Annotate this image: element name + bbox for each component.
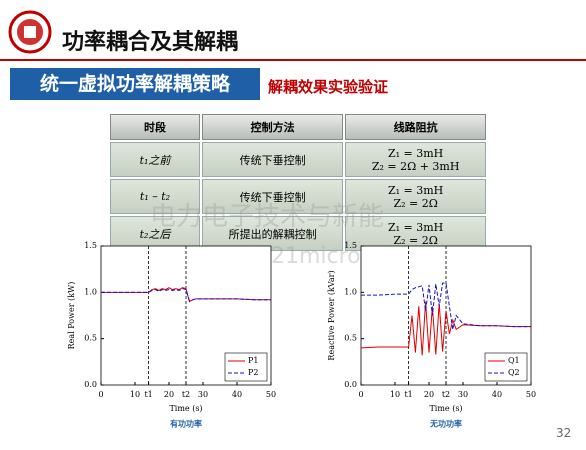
x-axis-label: Time (s): [429, 404, 462, 413]
x-tick-label: 30: [458, 390, 468, 399]
caption: 无功功率: [429, 419, 462, 429]
cell-line: Z₂ = 2Ω + 3mH: [371, 159, 460, 173]
legend-box: [224, 352, 268, 382]
cell: t₁之前: [110, 142, 200, 177]
y-tick-label: 0.0: [84, 380, 97, 389]
y-tick-label: 0.5: [344, 334, 357, 343]
x-tick-label: 0: [98, 390, 103, 399]
x-tick-label: 10: [390, 390, 400, 399]
legend-label: Q2: [508, 368, 520, 377]
legend-label: Q1: [508, 356, 520, 365]
cell-line: Z₂ = 2Ω: [393, 196, 438, 210]
series-line: [361, 282, 531, 330]
x-tick-label: 0: [358, 390, 363, 399]
y-tick-label: 1.0: [344, 287, 357, 296]
logo: [8, 10, 52, 54]
th: 线路阻抗: [345, 114, 486, 140]
th: 控制方法: [202, 114, 344, 140]
x-tick-label: 20: [424, 390, 434, 399]
cell: Z₁ = 3mH Z₂ = 2Ω: [345, 216, 486, 251]
chart: 0.0 0.5 1.0 1.5 0 10 t1 20 t2 30 40 50 Time (s) Real …: [67, 241, 276, 429]
x-tick-label: t2: [442, 390, 450, 399]
cell: 传统下垂控制: [202, 179, 344, 214]
cell: 所提出的解耦控制: [202, 216, 344, 251]
title: 功率耦合及其解耦: [62, 30, 239, 55]
x-tick-label: 40: [232, 390, 242, 399]
x-tick-label: 50: [266, 390, 276, 399]
cell-line: Z₁ = 3mH: [387, 146, 444, 160]
series-line: [360, 301, 531, 356]
y-tick-label: 0.5: [84, 334, 97, 343]
subheading: 解耦效果实验验证: [268, 78, 389, 96]
cell-line: Z₁ = 3mH: [387, 220, 444, 234]
y-axis-label: Real Power (kW): [67, 282, 76, 350]
series-line: [101, 287, 271, 303]
legend-box: [484, 352, 528, 382]
cell-line: Z₂ = 2Ω: [393, 233, 438, 247]
chart: 0.0 0.5 1.0 1.5 0 10 t1 20 t2 30 40 50 Time (s) React…: [327, 241, 536, 429]
y-tick-label: 1.0: [84, 287, 97, 296]
y-tick-label: 1.5: [84, 241, 97, 250]
watermark: 电力电子技术与新能: [150, 202, 385, 232]
caption: 有功功率: [170, 419, 202, 429]
y-tick-label: 1.5: [344, 241, 357, 250]
cell: Z₁ = 3mH Z₂ = 2Ω: [345, 179, 486, 214]
x-tick-label: 40: [492, 390, 502, 399]
x-tick-label: 50: [526, 390, 536, 399]
x-axis-label: Time (s): [169, 404, 202, 413]
th: 时段: [110, 114, 200, 140]
series-line: [101, 288, 271, 302]
legend-label: P1: [248, 356, 258, 365]
x-tick-label: 10: [130, 390, 140, 399]
banner: 统一虚拟功率解耦策略: [10, 68, 260, 100]
cell: t₁ – t₂: [110, 179, 200, 214]
x-tick-label: t2: [182, 390, 190, 399]
table: 时段 控制方法 线路阻抗 t₁之前 传统下垂控制 Z₁ = 3mH Z₂ = 2Ω + 3…: [108, 112, 488, 253]
cell: Z₁ = 3mH Z₂ = 2Ω + 3mH: [345, 142, 486, 177]
x-tick-label: 20: [164, 390, 174, 399]
x-tick-label: t1: [144, 390, 152, 399]
x-tick-label: t1: [404, 390, 412, 399]
page-number: 32: [556, 426, 572, 440]
y-axis-label: Reactive Power (kVar): [327, 270, 336, 360]
rule: [0, 59, 586, 61]
y-tick-label: 0.0: [344, 380, 357, 389]
x-tick-label: 30: [198, 390, 208, 399]
cell-line: Z₁ = 3mH: [387, 183, 444, 197]
cell: 传统下垂控制: [202, 142, 344, 177]
legend-label: P2: [248, 368, 258, 377]
